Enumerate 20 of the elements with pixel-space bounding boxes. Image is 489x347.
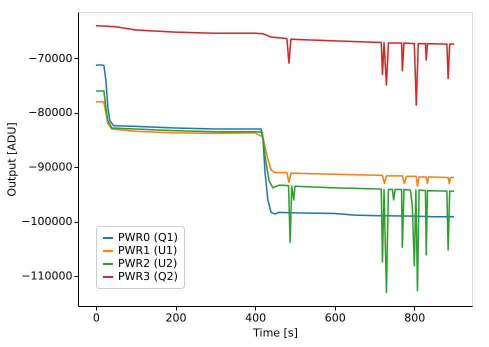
y-tick-label: −70000: [28, 52, 72, 65]
y-tick-label: −80000: [28, 106, 72, 120]
y-tick-label: −110000: [21, 270, 72, 283]
legend-label: PWR2 (U2): [118, 257, 178, 270]
legend-label: PWR1 (U1): [118, 244, 178, 257]
x-tick-label: 800: [404, 312, 426, 324]
legend-label: PWR3 (Q2): [118, 270, 178, 283]
line-series: [95, 24, 455, 106]
legend-label: PWR0 (Q1): [118, 231, 178, 244]
line-series: [95, 101, 455, 187]
x-tick-label: 400: [245, 312, 266, 324]
line-series: [95, 64, 455, 218]
y-tick-label: −90000: [28, 160, 72, 174]
x-tick-label: 200: [166, 312, 187, 324]
line-series: [95, 90, 455, 294]
x-tick-label: 600: [324, 312, 346, 324]
y-tick-label: −100000: [21, 215, 72, 228]
y-axis-title: Output [ADU]: [5, 122, 18, 197]
x-axis-title: Time [s]: [252, 326, 298, 340]
x-tick-label: 0: [92, 312, 100, 324]
